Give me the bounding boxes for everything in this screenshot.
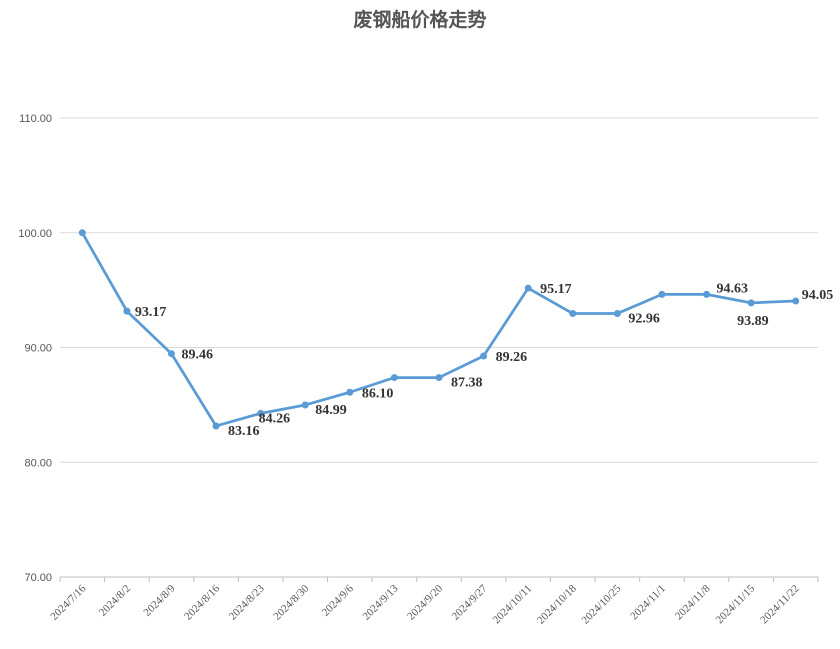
data-label: 94.63 — [717, 281, 749, 296]
series-layer — [78, 229, 800, 430]
data-point — [212, 422, 220, 430]
data-point — [123, 307, 131, 315]
data-label: 84.99 — [315, 403, 347, 418]
y-tick-label: 90.00 — [24, 343, 52, 355]
data-label: 93.17 — [135, 305, 167, 320]
grid-lines — [60, 117, 818, 578]
x-tick-label: 2024/11/8 — [673, 582, 713, 622]
y-axis-ticks: 70.00 80.00 90.00 100.00 110.00 — [18, 113, 52, 584]
x-tick-label: 2024/10/18 — [535, 582, 579, 626]
x-tick-label: 2024/9/6 — [320, 582, 356, 618]
data-point — [792, 297, 800, 305]
x-tick-label: 2024/8/30 — [271, 582, 311, 622]
data-point — [658, 290, 666, 298]
x-tick-label: 2024/8/2 — [97, 583, 133, 619]
data-point — [613, 310, 621, 318]
data-label: 92.96 — [628, 312, 660, 327]
x-tick-label: 2024/10/11 — [491, 583, 535, 627]
x-tick-label: 2024/8/9 — [141, 582, 177, 618]
data-label: 89.46 — [181, 348, 213, 363]
data-point — [390, 374, 398, 382]
data-point — [435, 374, 443, 382]
y-tick-label: 110.00 — [19, 113, 52, 125]
x-tick-label: 2024/9/13 — [360, 582, 400, 622]
data-label: 87.38 — [451, 376, 483, 391]
x-tick-label: 2024/11/1 — [628, 583, 668, 623]
data-label: 83.16 — [228, 424, 260, 439]
x-tick-label: 2024/7/16 — [48, 582, 88, 622]
data-point — [703, 290, 711, 298]
data-label: 84.26 — [259, 411, 291, 426]
data-point — [569, 310, 577, 318]
x-axis-ticks: 2024/7/16 2024/8/2 2024/8/9 2024/8/16 2024/8… — [48, 577, 819, 627]
data-label: 89.26 — [496, 350, 528, 365]
x-tick-label: 2024/8/16 — [182, 582, 222, 622]
data-point — [78, 229, 86, 237]
x-tick-label: 2024/11/22 — [758, 583, 802, 627]
x-tick-label: 2024/8/23 — [227, 582, 267, 622]
data-point — [480, 352, 488, 360]
data-point — [167, 350, 175, 358]
y-tick-label: 70.00 — [24, 572, 52, 584]
y-tick-label: 100.00 — [18, 228, 52, 240]
data-label: 86.10 — [362, 386, 394, 401]
chart-title: 废钢船价格走势 — [353, 8, 486, 31]
x-tick-label: 2024/9/27 — [450, 582, 490, 622]
data-point — [346, 388, 354, 396]
data-point — [747, 299, 755, 307]
data-point — [524, 284, 532, 292]
data-label: 93.89 — [737, 314, 769, 329]
x-tick-label: 2024/10/25 — [580, 582, 624, 626]
data-point — [301, 401, 309, 409]
y-tick-label: 80.00 — [24, 457, 52, 469]
data-point — [257, 409, 265, 417]
x-tick-label: 2024/11/15 — [714, 582, 758, 626]
data-label: 94.05 — [802, 288, 834, 303]
data-label: 95.17 — [540, 282, 572, 297]
series-line — [81, 232, 796, 428]
x-tick-label: 2024/9/20 — [405, 582, 445, 622]
